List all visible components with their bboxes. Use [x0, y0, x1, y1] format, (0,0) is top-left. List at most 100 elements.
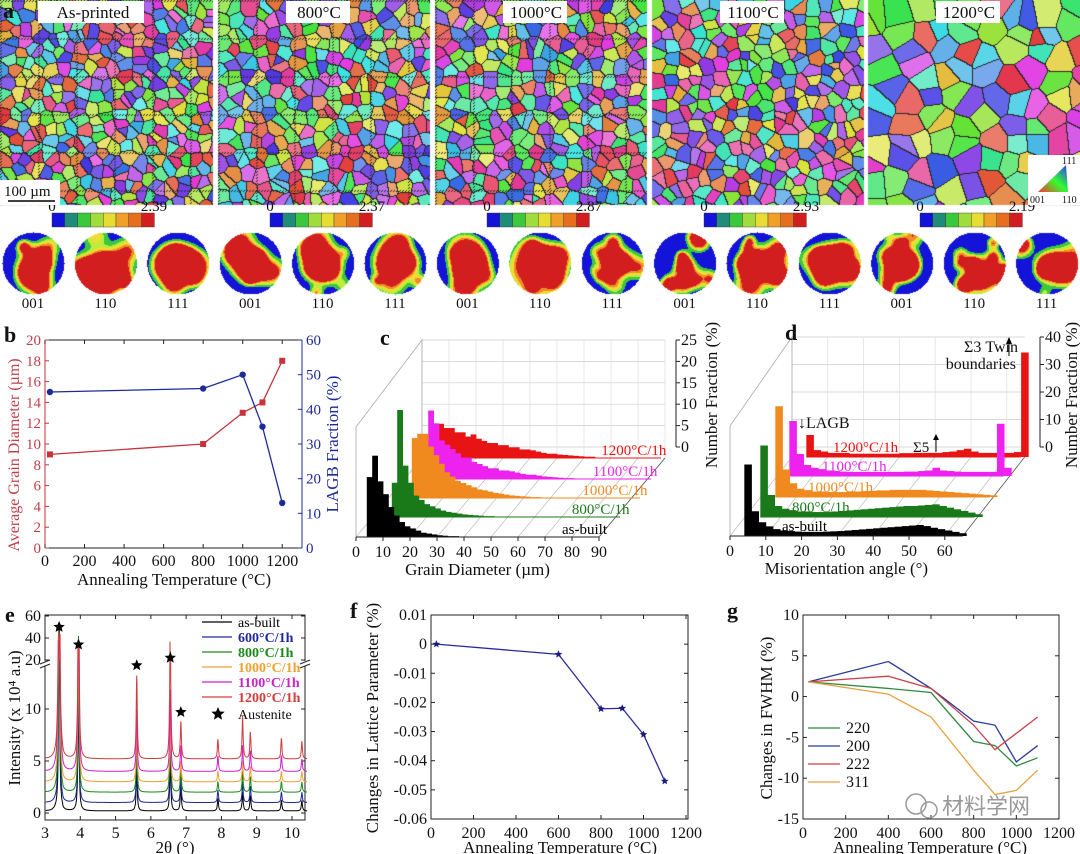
y-tick-label: 10 [783, 607, 799, 624]
histogram-bar [844, 530, 853, 536]
histogram-bar [540, 452, 547, 458]
histogram-bar [892, 453, 900, 457]
colorbar-segment [755, 212, 769, 228]
data-point-star-icon [660, 777, 669, 785]
histogram-bar [444, 444, 451, 479]
map-title-box [38, 1, 144, 23]
histogram-bar [782, 469, 791, 497]
y2-tick-label: 10 [306, 506, 321, 522]
legend-label: 222 [846, 756, 870, 773]
histogram-bar [932, 490, 941, 497]
series-line [49, 360, 283, 456]
y-tick-label: 5 [791, 648, 799, 665]
histogram-bar [413, 495, 420, 517]
histogram-bar [1013, 452, 1022, 457]
histogram-bar [471, 461, 478, 479]
histogram-bar [982, 471, 991, 476]
histogram-bar [909, 525, 917, 536]
histogram-bar [449, 476, 456, 498]
histogram-bar [824, 512, 833, 517]
data-point-star-icon [639, 730, 648, 738]
histogram-bar [482, 466, 488, 479]
histogram-bar [460, 483, 467, 498]
wechat-icon [905, 793, 927, 815]
histogram-bar [982, 494, 991, 497]
histogram-bar [525, 474, 532, 479]
colorbar-segment [295, 212, 309, 228]
colorbar-segment [77, 212, 91, 228]
colorbar-segment [971, 212, 985, 228]
colorbar-segment [333, 212, 348, 228]
histogram-bar [765, 526, 774, 536]
histogram-bar [815, 531, 824, 536]
y-tick-label: 10 [681, 396, 697, 413]
histogram-bar [486, 443, 493, 458]
x-tick-label: 30 [429, 544, 445, 561]
x-tick-label: 600 [919, 825, 943, 842]
histogram-bar [498, 493, 504, 498]
legend-label: 220 [846, 720, 870, 737]
x-tick-label: 800 [962, 825, 986, 842]
histogram-bar [889, 489, 898, 497]
map-title: 1000°C [510, 3, 562, 22]
data-point [279, 499, 286, 507]
colorbar-segment [703, 212, 718, 228]
y2-tick-label: 60 [306, 333, 321, 349]
x-tick-label: 400 [504, 825, 528, 842]
legend-label: 1100°C/1h [238, 676, 300, 691]
y-tick-label: 30 [1045, 357, 1061, 374]
histogram-bar [992, 452, 1001, 457]
histogram-bar [460, 457, 467, 479]
histogram-bar [547, 476, 553, 479]
histogram-bar [551, 453, 558, 458]
data-point [46, 388, 54, 396]
colorbar-segment [793, 212, 807, 228]
histogram-bar [839, 471, 847, 476]
pole-figure-label: 111 [1036, 296, 1057, 312]
histogram-bar [772, 529, 781, 536]
histogram-bar [904, 489, 912, 497]
histogram-bar [578, 456, 585, 458]
pole-figure-label: 111 [602, 296, 623, 312]
pole-figure-label: 001 [22, 296, 45, 312]
histogram-bar [868, 471, 876, 476]
histogram-bar [882, 507, 890, 517]
lagb-annotation: ↓LAGB [798, 415, 850, 432]
histogram-bar [794, 531, 802, 536]
sigma3-annotation: Σ3 Twin [964, 339, 1018, 356]
colorbar-segment [780, 212, 794, 228]
histogram-bar [875, 471, 883, 476]
histogram-bar [956, 450, 965, 457]
histogram-bar [530, 497, 537, 498]
histogram-bar [481, 440, 488, 458]
histogram-bar [562, 455, 569, 458]
histogram-bar [901, 526, 910, 536]
data-point [239, 409, 246, 416]
x-tick-label: 0 [726, 543, 734, 560]
histogram-bar [426, 533, 432, 537]
histogram-bar [947, 492, 955, 497]
histogram-bar [842, 452, 850, 457]
map-title: As-printed [57, 3, 130, 22]
y-axis-label: Intensity (x 10⁴ a.u) [5, 650, 24, 785]
histogram-bar [433, 423, 440, 479]
austenite-star-icon [131, 659, 143, 671]
y-tick-label: -5 [786, 729, 799, 746]
pole-figure-label: 110 [529, 296, 551, 312]
colorbar-segment [486, 212, 501, 228]
histogram-bar [445, 511, 452, 517]
histogram-bar [825, 492, 833, 497]
x-tick-label: 800 [191, 553, 215, 570]
histogram-bar [397, 410, 403, 517]
histogram-bar [557, 454, 563, 458]
colorbar-segment [512, 212, 526, 228]
x-tick-label: 1200 [266, 553, 298, 570]
series-label: 1100°C/1h [593, 464, 658, 480]
series-label: 800°C/1h [572, 502, 630, 518]
x-tick-label: 200 [462, 825, 486, 842]
histogram-bar [990, 495, 998, 497]
histogram-bar [775, 406, 783, 497]
histogram-bar [408, 482, 414, 517]
histogram-bar [428, 446, 434, 498]
histogram-bar [820, 451, 829, 457]
